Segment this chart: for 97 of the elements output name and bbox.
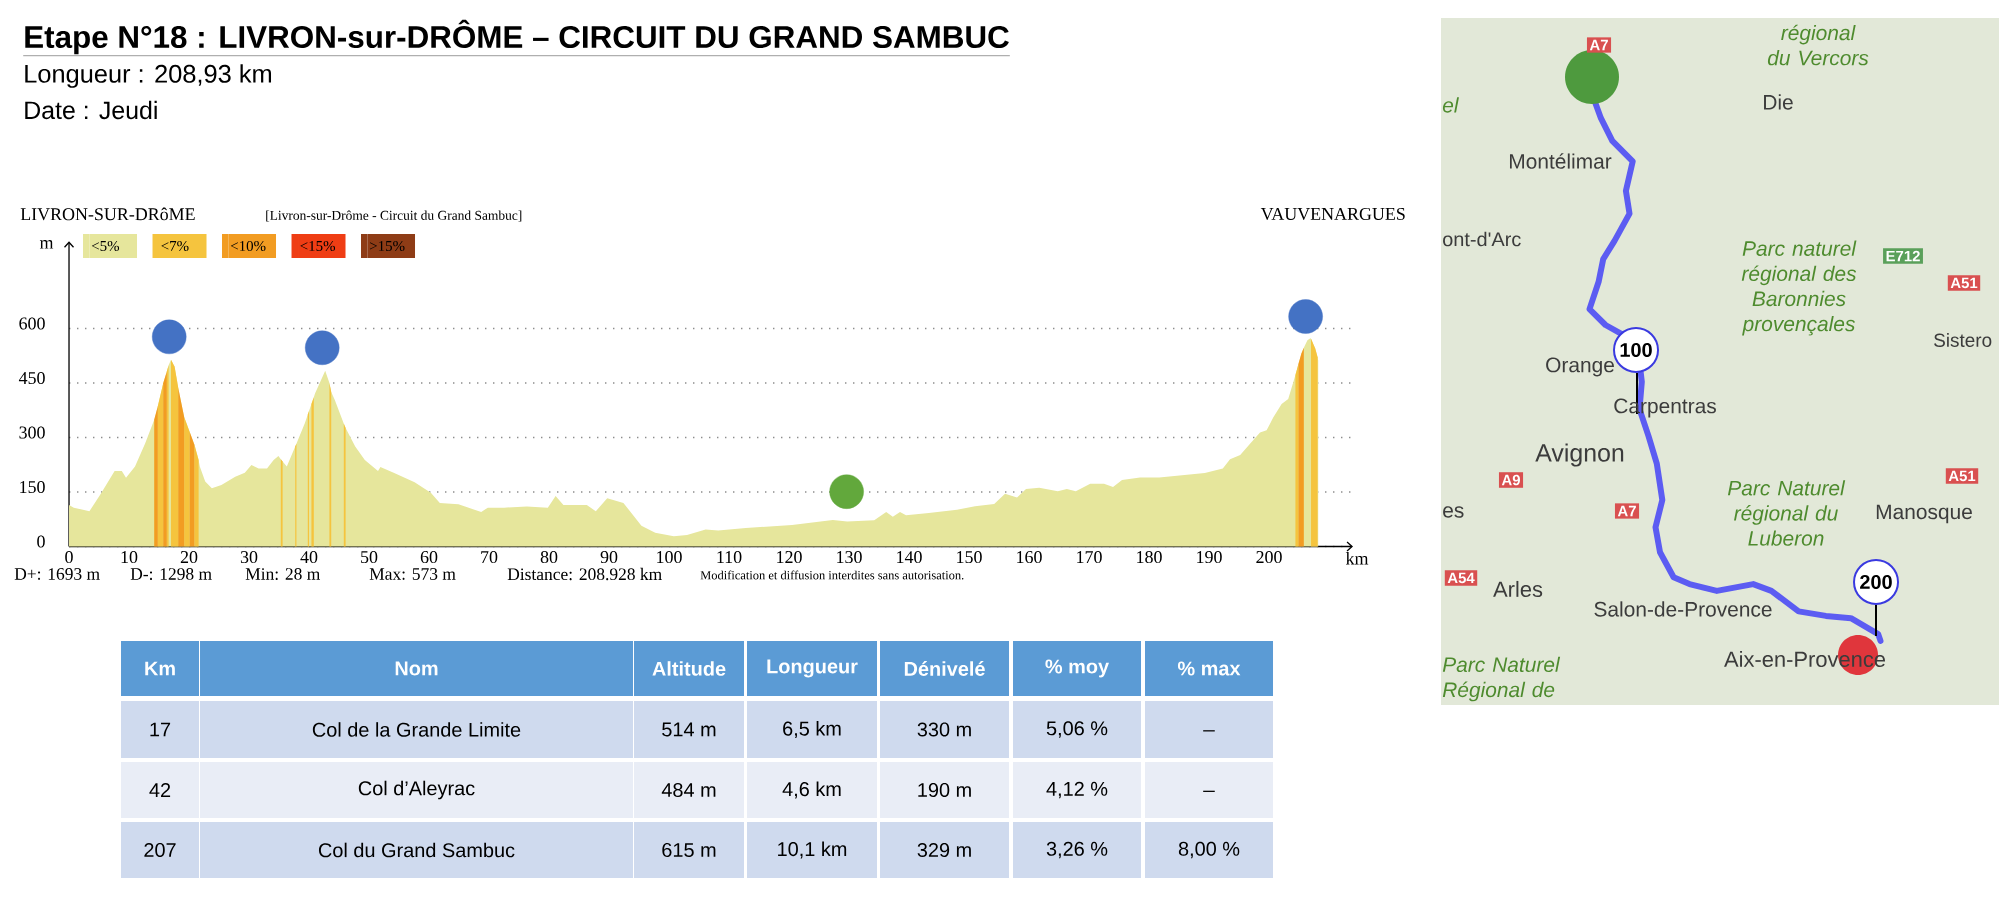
text: 17 bbox=[150, 722, 171, 737]
text: 200 bbox=[1860, 574, 1892, 590]
x-tick-label: 70 bbox=[481, 551, 498, 564]
text: régional du Vercors bbox=[1767, 24, 1869, 66]
chart-subtitle: Longueur : 208,93 km bbox=[25, 64, 272, 88]
legend-label: <5% bbox=[91, 240, 120, 252]
text: Longueur bbox=[767, 659, 858, 678]
text: Date : Jeudi bbox=[25, 100, 157, 120]
x-tick-label: 200 bbox=[1256, 551, 1282, 564]
x-tick-label: 150 bbox=[957, 551, 982, 564]
text: Arles bbox=[1493, 580, 1543, 598]
text: 484 m bbox=[661, 782, 716, 798]
text: 6,5 km bbox=[783, 721, 841, 738]
chart-title: Etape N°18 : LIVRON-sur-DRÔME – CIRCUIT DU GRAND SAMBUC bbox=[25, 19, 1009, 55]
text: Distance: 208.928 km bbox=[507, 567, 662, 581]
text: Parc Naturel Régional de bbox=[1442, 656, 1561, 702]
y-tick-label: 450 bbox=[18, 371, 45, 385]
legend-label: <7% bbox=[161, 240, 189, 252]
x-tick-label: 0 bbox=[65, 551, 73, 564]
text: Dénivelé bbox=[904, 661, 985, 676]
x-tick-label: 160 bbox=[1017, 551, 1042, 564]
x-tick-label: 100 bbox=[657, 551, 682, 564]
text: _ bbox=[1203, 730, 1215, 732]
x-tick-label: 130 bbox=[837, 551, 862, 564]
legend-label: >15% bbox=[369, 240, 405, 252]
text: Nom bbox=[395, 661, 438, 676]
legend-label: <15% bbox=[300, 240, 336, 252]
text: 190 m bbox=[918, 782, 971, 798]
text: LIVRON-SUR-DRôME bbox=[20, 207, 195, 221]
x-tick-label: 30 bbox=[240, 551, 258, 564]
text: Die bbox=[1764, 94, 1793, 110]
text: A7 bbox=[1589, 39, 1608, 51]
text: ont-d'Arc bbox=[1443, 231, 1521, 247]
y-axis-title: m bbox=[39, 240, 54, 249]
x-tick-label: 90 bbox=[600, 551, 618, 564]
text: [Livron-sur-Drôme - Circuit du Grand Sambuc] bbox=[266, 210, 522, 222]
text: Col de la Grande Limite bbox=[312, 722, 521, 737]
text: A51 bbox=[1950, 277, 1978, 289]
text: 329 m bbox=[917, 842, 971, 858]
text: Salon-de-Provence bbox=[1594, 601, 1772, 617]
text: 100 bbox=[1620, 342, 1652, 358]
text: % max bbox=[1177, 661, 1241, 676]
text: D+: 1693 m bbox=[14, 568, 100, 580]
text: % moy bbox=[1045, 659, 1109, 678]
text: D-: 1298 m bbox=[130, 568, 212, 580]
text: Modification et diffusion interdites sans autorisation. bbox=[700, 570, 964, 580]
x-tick-label: 140 bbox=[897, 551, 922, 564]
text: A51 bbox=[1948, 470, 1976, 482]
text: 10,1 km bbox=[778, 841, 847, 859]
text: Montélimar bbox=[1509, 153, 1612, 169]
text: 8,00 % bbox=[1178, 841, 1240, 859]
text: el bbox=[1442, 97, 1459, 113]
text: Km bbox=[145, 661, 175, 676]
text: Min: 28 m bbox=[245, 568, 321, 580]
text: A54 bbox=[1447, 572, 1475, 584]
x-tick-label: 60 bbox=[420, 551, 438, 564]
x-tick-label: 180 bbox=[1137, 551, 1162, 564]
text: _ bbox=[1203, 790, 1215, 792]
text: 4,6 km bbox=[782, 781, 841, 799]
text: Manosque bbox=[1876, 504, 1972, 524]
text: 4,12 % bbox=[1046, 781, 1108, 799]
y-tick-label: 300 bbox=[19, 426, 45, 439]
text: Avignon bbox=[1535, 443, 1624, 467]
x-tick-label: 120 bbox=[777, 551, 802, 564]
text: 3,26 % bbox=[1046, 841, 1108, 859]
text: A7 bbox=[1617, 505, 1636, 517]
y-tick-label: 150 bbox=[20, 480, 45, 494]
text: 5,06 % bbox=[1046, 721, 1108, 738]
text: 207 bbox=[144, 842, 176, 858]
text: Orange bbox=[1546, 357, 1614, 377]
y-tick-label: 0 bbox=[37, 535, 45, 548]
text: 330 m bbox=[917, 722, 971, 737]
y-tick-label: 600 bbox=[19, 317, 45, 330]
text: Altitude bbox=[652, 661, 726, 676]
text: 42 bbox=[149, 783, 171, 797]
text: Parc Naturel régional du Luberon bbox=[1727, 480, 1846, 546]
x-tick-label: 80 bbox=[540, 551, 558, 564]
x-tick-label: 170 bbox=[1077, 551, 1102, 564]
x-tick-label: 110 bbox=[717, 551, 742, 564]
text: E712 bbox=[1886, 250, 1920, 262]
text: 615 m bbox=[662, 842, 716, 858]
x-tick-label: 190 bbox=[1197, 551, 1222, 564]
text: Col du Grand Sambuc bbox=[318, 842, 515, 858]
text: A9 bbox=[1501, 474, 1520, 486]
text: VAUVENARGUES bbox=[1260, 207, 1405, 221]
text: Max: 573 m bbox=[369, 568, 456, 580]
x-tick-label: 50 bbox=[361, 551, 378, 564]
x-tick-label: 10 bbox=[121, 551, 138, 564]
x-tick-label: 40 bbox=[300, 551, 318, 564]
text: 514 m bbox=[662, 722, 716, 737]
text: Parc naturel régional des Baronnies provençales bbox=[1741, 240, 1857, 336]
legend-label: <10% bbox=[230, 240, 266, 252]
text: Sistero bbox=[1934, 333, 1992, 347]
text: es bbox=[1443, 506, 1464, 518]
text: Col d’Aleyrac bbox=[358, 780, 475, 800]
x-tick-label: 20 bbox=[180, 551, 198, 564]
x-axis-title: km bbox=[1345, 552, 1369, 565]
